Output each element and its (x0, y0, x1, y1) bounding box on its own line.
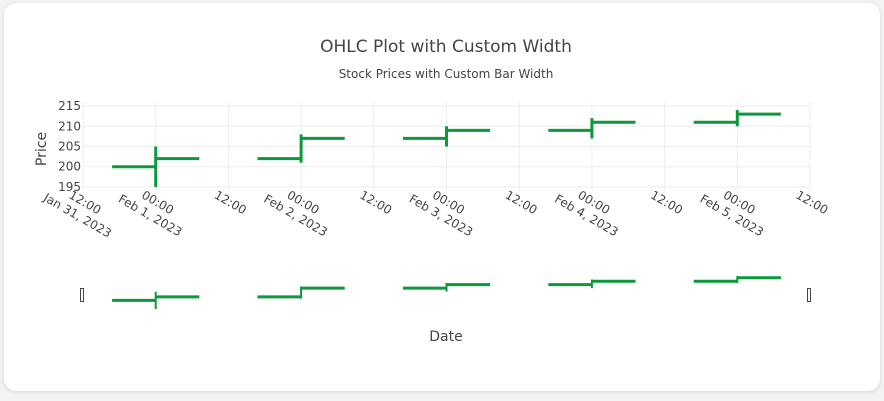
x-tick-label: 12:00 (212, 188, 249, 217)
x-tick-time: 12:00 (503, 188, 540, 217)
x-tick-time: 12:00 (357, 188, 394, 217)
range-slider-series (112, 276, 781, 309)
y-tick-label: 200 (58, 160, 81, 174)
y-tick-label: 205 (58, 140, 81, 154)
ohlc-bar (112, 146, 200, 187)
range-slider-left-handle[interactable] (80, 288, 84, 302)
chart-title: OHLC Plot with Custom Width (320, 37, 572, 57)
y-tick-label: 195 (58, 180, 81, 194)
ohlc-bar (402, 126, 491, 147)
range-slider-bar (257, 286, 345, 299)
chart-subtitle: Stock Prices with Custom Bar Width (339, 67, 554, 81)
range-slider-bar (693, 276, 781, 283)
ohlc-bar (693, 110, 781, 127)
range-slider-bar (112, 291, 200, 309)
x-tick-label: 12:00 (357, 188, 394, 217)
range-slider-bar (548, 279, 636, 289)
range-slider-bar (402, 282, 491, 292)
x-tick-label: 12:00 (503, 188, 540, 217)
x-tick-label: 12:00 (648, 188, 685, 217)
range-slider[interactable] (112, 276, 781, 309)
x-tick-time: 12:00 (212, 188, 249, 217)
y-axis-title: Price (34, 132, 50, 166)
x-tick-time: 12:00 (794, 188, 831, 217)
y-tick-label: 215 (58, 99, 81, 113)
y-tick-label: 210 (58, 119, 81, 133)
x-axis-title: Date (429, 329, 462, 345)
chart-card (4, 3, 880, 391)
range-slider-right-handle[interactable] (807, 288, 811, 302)
x-tick-label: 12:00 (794, 188, 831, 217)
ohlc-bar (257, 134, 345, 163)
x-tick-time: 12:00 (648, 188, 685, 217)
ohlc-bar (548, 118, 636, 139)
y-axis-ticks: 195 200 205 210 215 (58, 99, 81, 194)
ohlc-series (112, 110, 781, 187)
